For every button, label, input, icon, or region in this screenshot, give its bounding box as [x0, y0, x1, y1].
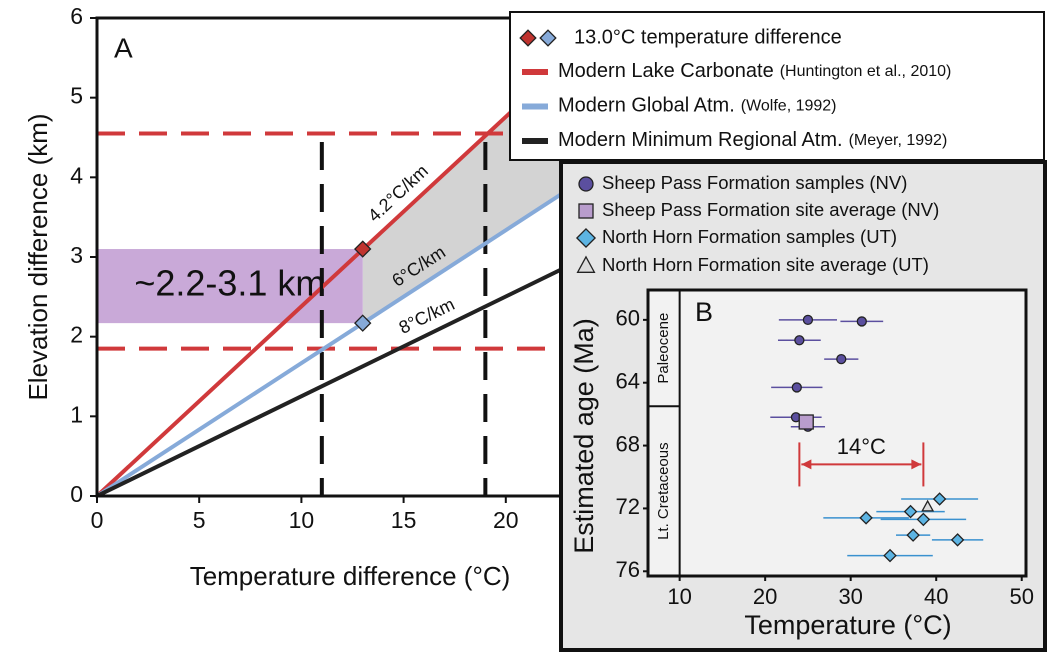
panel-label: B: [695, 297, 713, 327]
x-tick-label: 0: [91, 507, 104, 533]
y-tick-label: 68: [616, 431, 640, 456]
data-point: [802, 314, 814, 326]
data-point: [856, 316, 867, 327]
data-point: [883, 548, 897, 563]
legend-marker: [578, 176, 594, 192]
x-axis-label: Temperature difference (°C): [190, 561, 511, 591]
x-tick-label: 10: [289, 507, 315, 533]
legend-text: Sheep Pass Formation site average (NV): [602, 199, 939, 220]
arrowhead: [911, 459, 922, 470]
data-point: [932, 492, 947, 506]
x-axis-label: Temperature (°C): [744, 610, 951, 640]
arrowhead: [801, 459, 812, 470]
data-point: [950, 533, 965, 547]
range-label: ~2.2-3.1 km: [134, 263, 325, 304]
x-tick-label: 10: [667, 584, 691, 609]
legend-citation: (Huntington et al., 2010): [780, 63, 952, 80]
legend-marker: [578, 203, 594, 219]
data-point: [916, 512, 931, 527]
epoch-label: Paleocene: [655, 313, 672, 384]
annotation-text: 14°C: [837, 434, 886, 459]
y-tick-label: 60: [616, 306, 640, 331]
x-tick-label: 40: [924, 584, 948, 609]
legend-text: 13.0°C temperature difference: [574, 26, 842, 48]
data-marker: [354, 314, 372, 332]
legend-entry: Modern Minimum Regional Atm. (Meyer, 1992…: [558, 129, 947, 151]
trend-line: [97, 162, 608, 496]
data-point: [859, 511, 873, 525]
data-point: [921, 499, 935, 512]
x-tick-label: 20: [753, 584, 777, 609]
data-point: [794, 335, 805, 346]
y-tick-label: 5: [70, 83, 83, 109]
legend-text: Modern Minimum Regional Atm.: [558, 129, 843, 151]
legend-entry: Modern Lake Carbonate (Huntington et al.,…: [558, 60, 951, 82]
legend-entry: Modern Global Atm. (Wolfe, 1992): [558, 95, 837, 117]
legend-marker: [575, 227, 597, 249]
plot-frame: [646, 288, 1028, 578]
y-tick-label: 4: [70, 162, 83, 188]
x-tick-label: 5: [193, 507, 206, 533]
y-axis-label: Elevation difference (km): [23, 113, 53, 400]
legend-text: Modern Global Atm.: [558, 95, 735, 117]
panel-label: A: [114, 32, 133, 63]
range-box: [97, 249, 363, 324]
panel-a-plot: [97, 20, 608, 496]
x-tick-label: 15: [391, 507, 417, 533]
y-tick-label: 6: [70, 3, 83, 29]
x-tick-label: 50: [1009, 584, 1033, 609]
trend-line: [97, 244, 608, 496]
legend-citation: (Wolfe, 1992): [741, 98, 837, 115]
legend-text: North Horn Formation site average (UT): [602, 254, 929, 275]
y-tick-label: 64: [616, 369, 640, 394]
legend-text: Modern Lake Carbonate: [558, 60, 774, 82]
y-tick-label: 2: [70, 322, 83, 348]
legend-text: North Horn Formation samples (UT): [602, 226, 897, 247]
data-point: [836, 353, 847, 365]
legend-a: [509, 11, 1045, 161]
plot-area: [648, 290, 1026, 576]
legend-marker: [539, 29, 557, 47]
y-tick-label: 76: [616, 557, 640, 582]
legend-citation: (Meyer, 1992): [849, 132, 948, 149]
data-point: [791, 382, 802, 393]
epoch-label: Lt. Cretaceous: [655, 442, 672, 540]
data-marker: [354, 240, 372, 258]
data-point: [906, 528, 920, 542]
y-tick-label: 3: [70, 242, 83, 268]
data-point: [903, 504, 918, 519]
x-tick-label: 20: [493, 507, 519, 533]
x-tick-label: 30: [838, 584, 862, 609]
y-tick-label: 72: [616, 494, 640, 519]
y-axis-label: Estimated age (Ma): [569, 318, 599, 554]
legend-marker: [519, 29, 537, 47]
legend-text: Sheep Pass Formation samples (NV): [602, 172, 907, 193]
data-point: [798, 414, 814, 430]
legend-marker: [576, 255, 596, 273]
y-tick-label: 1: [70, 401, 83, 427]
y-tick-label: 0: [70, 481, 83, 507]
